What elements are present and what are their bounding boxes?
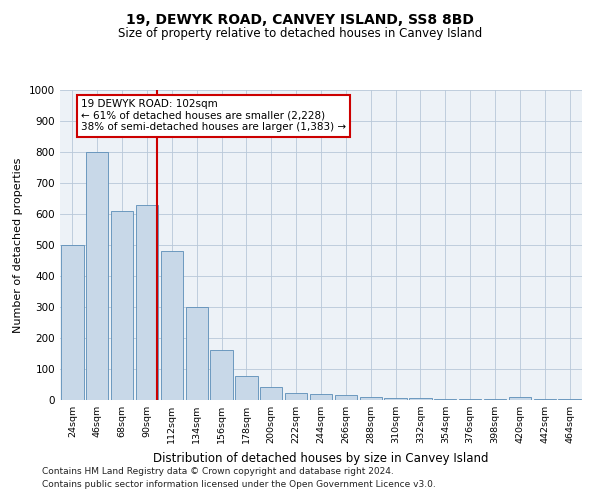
Text: Contains public sector information licensed under the Open Government Licence v3: Contains public sector information licen… xyxy=(42,480,436,489)
Bar xyxy=(484,399,506,400)
Text: 19, DEWYK ROAD, CANVEY ISLAND, SS8 8BD: 19, DEWYK ROAD, CANVEY ISLAND, SS8 8BD xyxy=(126,12,474,26)
Bar xyxy=(161,251,183,400)
Bar xyxy=(509,397,531,400)
Bar xyxy=(86,152,109,400)
X-axis label: Distribution of detached houses by size in Canvey Island: Distribution of detached houses by size … xyxy=(153,452,489,464)
Bar xyxy=(533,399,556,400)
Bar xyxy=(434,399,457,400)
Text: Size of property relative to detached houses in Canvey Island: Size of property relative to detached ho… xyxy=(118,28,482,40)
Y-axis label: Number of detached properties: Number of detached properties xyxy=(13,158,23,332)
Bar xyxy=(136,204,158,400)
Bar xyxy=(409,398,431,400)
Bar xyxy=(211,350,233,400)
Text: 19 DEWYK ROAD: 102sqm
← 61% of detached houses are smaller (2,228)
38% of semi-d: 19 DEWYK ROAD: 102sqm ← 61% of detached … xyxy=(81,100,346,132)
Bar xyxy=(235,376,257,400)
Bar xyxy=(459,399,481,400)
Bar xyxy=(185,307,208,400)
Bar xyxy=(385,398,407,400)
Bar xyxy=(285,393,307,400)
Text: Contains HM Land Registry data © Crown copyright and database right 2024.: Contains HM Land Registry data © Crown c… xyxy=(42,467,394,476)
Bar xyxy=(335,396,357,400)
Bar xyxy=(310,394,332,400)
Bar xyxy=(559,399,581,400)
Bar xyxy=(61,245,83,400)
Bar xyxy=(260,387,283,400)
Bar xyxy=(359,397,382,400)
Bar xyxy=(111,211,133,400)
